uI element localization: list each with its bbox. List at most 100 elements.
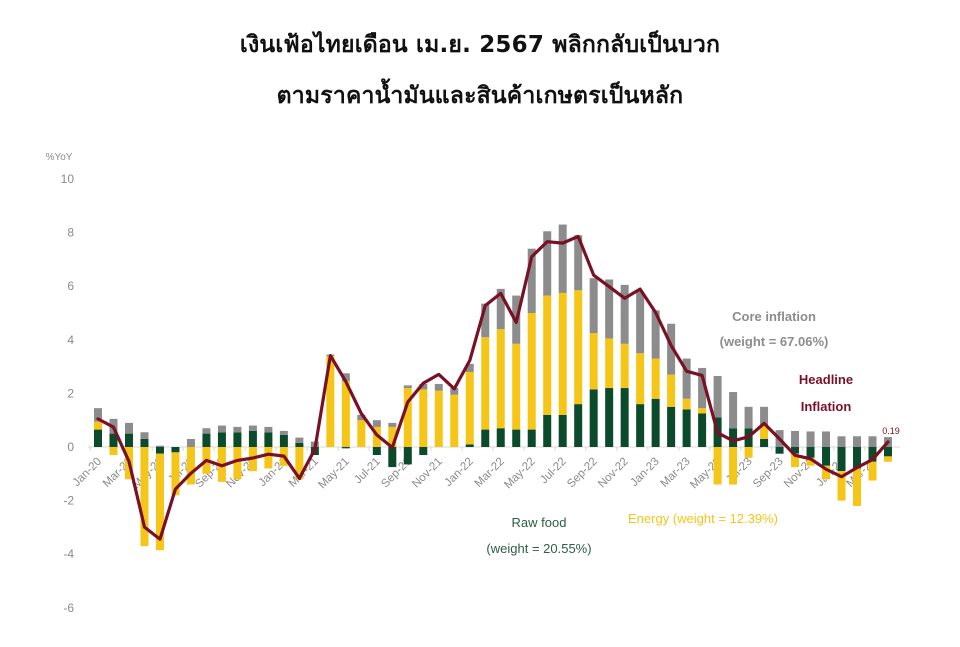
bar-segment: [605, 279, 614, 339]
y-tick-label: -6: [63, 601, 74, 615]
bar-segment: [698, 367, 707, 409]
stacked-bars: [94, 224, 892, 551]
core-inflation-label: Core inflation: [732, 309, 816, 324]
y-tick-label: 10: [61, 172, 75, 186]
x-tick-label: Sep-23: [751, 456, 786, 491]
bar-segment: [279, 434, 288, 447]
bar-segment: [140, 447, 149, 547]
bar-segment: [543, 295, 552, 415]
bar-segment: [682, 358, 691, 399]
bar-segment: [279, 430, 288, 435]
y-tick-label: 6: [67, 279, 74, 293]
bar-segment: [868, 447, 877, 462]
bar-segment: [822, 447, 831, 466]
bar-segment: [698, 413, 707, 447]
bar-segment: [667, 374, 676, 407]
bar-segment: [574, 235, 583, 291]
bar-segment: [791, 430, 800, 447]
bar-segment: [853, 468, 862, 506]
headline-inflation-label: Headline: [799, 372, 853, 387]
bar-segment: [589, 389, 598, 447]
bar-segment: [295, 447, 304, 480]
bar-segment: [651, 398, 660, 447]
bar-segment: [403, 447, 412, 465]
bar-segment: [496, 288, 505, 330]
headline-line-path: [96, 234, 890, 541]
y-tick-label: 8: [67, 226, 74, 240]
x-tick-label: Nov-21: [410, 456, 445, 491]
annotations: Core inflation (weight = 67.06%) Headlin…: [486, 309, 899, 556]
bar-segment: [636, 404, 645, 447]
raw-food-label: Raw food: [512, 515, 567, 530]
chart-title-line-1: เงินเฟ้อไทยเดือน เม.ย. 2567 พลิกกลับเป็น…: [239, 32, 721, 58]
bar-segment: [512, 343, 521, 430]
x-tick-label: Jan-22: [443, 456, 476, 489]
bar-segment: [248, 425, 257, 431]
bar-segment: [837, 471, 846, 501]
y-axis-unit-label: %YoY: [46, 152, 73, 163]
y-tick-label: 0: [67, 440, 74, 454]
bar-segment: [217, 425, 226, 433]
bar-segment: [512, 429, 521, 447]
bar-segment: [202, 428, 211, 434]
bar-segment: [481, 303, 490, 338]
x-tick-label: Jan-23: [628, 456, 661, 489]
bar-segment: [155, 447, 164, 454]
bar-segment: [357, 420, 366, 447]
bar-segment: [217, 432, 226, 447]
bar-segment: [496, 329, 505, 429]
bar-segment: [605, 338, 614, 389]
bar-segment: [357, 414, 366, 421]
bar-segment: [202, 433, 211, 447]
bar-segment: [883, 456, 892, 462]
energy-label: Energy (weight = 12.39%): [628, 511, 778, 526]
bar-segment: [233, 426, 242, 433]
bar-segment: [264, 447, 273, 469]
bar-segment: [434, 390, 443, 447]
bar-segment: [171, 447, 180, 453]
bar-segment: [698, 408, 707, 414]
x-tick-label: Sep-22: [565, 456, 600, 491]
bar-segment: [744, 447, 753, 458]
bar-segment: [124, 433, 133, 447]
bar-segment: [465, 371, 474, 445]
bar-segment: [729, 447, 738, 485]
bar-segment: [94, 421, 102, 430]
bar-segment: [620, 343, 629, 389]
bar-segment: [248, 430, 257, 447]
bar-segment: [434, 384, 443, 391]
bar-segment: [620, 388, 629, 447]
bar-segment: [140, 438, 149, 447]
bar-segment: [868, 436, 877, 447]
headline-inflation-label-2: Inflation: [801, 399, 852, 414]
bar-segment: [527, 248, 536, 313]
bar-segment: [388, 426, 397, 447]
bar-segment: [667, 406, 676, 447]
bar-segment: [806, 447, 815, 458]
bar-segment: [419, 389, 428, 447]
bar-segment: [465, 363, 474, 372]
bar-segment: [760, 425, 769, 439]
bar-segment: [94, 408, 102, 422]
bar-segment: [186, 438, 195, 447]
bar-segment: [496, 428, 505, 447]
bar-segment: [341, 373, 350, 382]
bar-segment: [806, 431, 815, 447]
bar-segment: [713, 375, 722, 418]
chart-title-line-2: ตามราคาน้ำมันและสินค้าเกษตรเป็นหลัก: [276, 83, 684, 109]
bar-segment: [450, 394, 459, 447]
bar-segment: [574, 404, 583, 447]
bar-segment: [264, 432, 273, 447]
bar-segment: [527, 429, 536, 447]
bar-segment: [713, 447, 722, 485]
bar-segment: [419, 384, 428, 390]
x-tick-label: May-21: [316, 456, 352, 492]
bar-segment: [636, 353, 645, 405]
bar-segment: [760, 406, 769, 426]
bar-segment: [651, 310, 660, 359]
bar-segment: [558, 224, 567, 293]
y-tick-label: 4: [67, 333, 74, 347]
bar-segment: [837, 436, 846, 447]
bar-segment: [729, 392, 738, 429]
bar-segment: [868, 461, 877, 481]
